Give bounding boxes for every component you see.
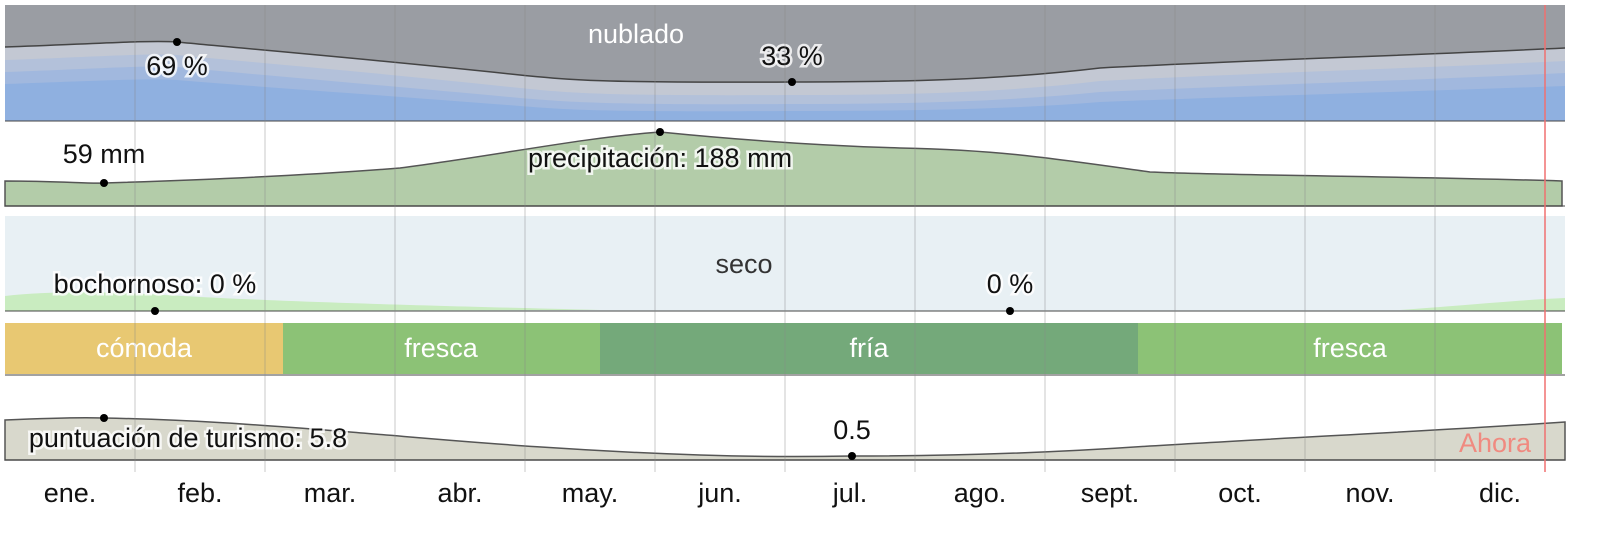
- band-label: fría: [849, 333, 889, 363]
- month-label: oct.: [1218, 478, 1262, 508]
- precip-panel: 59 mm precipitación: 188 mm: [4, 128, 1565, 207]
- label: 69 %: [146, 51, 208, 81]
- precip-area: [4, 131, 1563, 207]
- band-label: cómoda: [96, 333, 193, 363]
- band-label: fresca: [404, 333, 479, 363]
- dot: [848, 452, 856, 460]
- band: [283, 323, 600, 374]
- month-label: jun.: [697, 478, 742, 508]
- month-axis: ene. feb. mar. abr. may. jun. jul. ago. sept. oct…: [44, 478, 1521, 508]
- band: [600, 323, 1138, 374]
- band: [5, 323, 283, 374]
- cloud-band: [5, 79, 1565, 121]
- month-label: dic.: [1479, 478, 1521, 508]
- cloud-panel: nublado 69 % 33 %: [4, 5, 1566, 122]
- month-label: mar.: [304, 478, 357, 508]
- humid-area: [1400, 298, 1565, 311]
- dot: [151, 307, 159, 315]
- month-label: sept.: [1081, 478, 1140, 508]
- dot: [788, 78, 796, 86]
- humid-area: [5, 292, 600, 311]
- month-label: abr.: [437, 478, 482, 508]
- tourism-area: [4, 416, 1566, 461]
- month-label: nov.: [1345, 478, 1394, 508]
- tourism-panel: puntuación de turismo: 5.8 0.5 Ahora: [4, 413, 1566, 461]
- label: 33 %: [761, 41, 823, 71]
- humidity-bg: [5, 216, 1565, 311]
- dot: [173, 38, 181, 46]
- humidity-panel: seco bochornoso: 0 % 0 %: [5, 216, 1565, 315]
- month-label: feb.: [177, 478, 222, 508]
- label: seco: [715, 249, 772, 279]
- label: 0 %: [987, 269, 1034, 299]
- band: [1138, 323, 1562, 374]
- dot: [656, 128, 664, 136]
- label: puntuación de turismo: 5.8: [29, 423, 347, 453]
- label: bochornoso: 0 %: [54, 269, 257, 299]
- label: 59 mm: [63, 139, 146, 169]
- label: 0.5: [833, 415, 871, 445]
- month-label: jul.: [832, 478, 868, 508]
- label: precipitación: 188 mm: [528, 143, 792, 173]
- now-label: Ahora: [1459, 428, 1532, 458]
- month-label: may.: [562, 478, 619, 508]
- month-label: ago.: [954, 478, 1007, 508]
- grid: [134, 5, 1436, 472]
- month-label: ene.: [44, 478, 97, 508]
- label: nublado: [588, 19, 684, 49]
- dot: [100, 414, 108, 422]
- temperature-panel: cómoda fresca fría fresca: [5, 323, 1565, 376]
- dot: [1006, 307, 1014, 315]
- dot: [100, 179, 108, 187]
- band-label: fresca: [1313, 333, 1388, 363]
